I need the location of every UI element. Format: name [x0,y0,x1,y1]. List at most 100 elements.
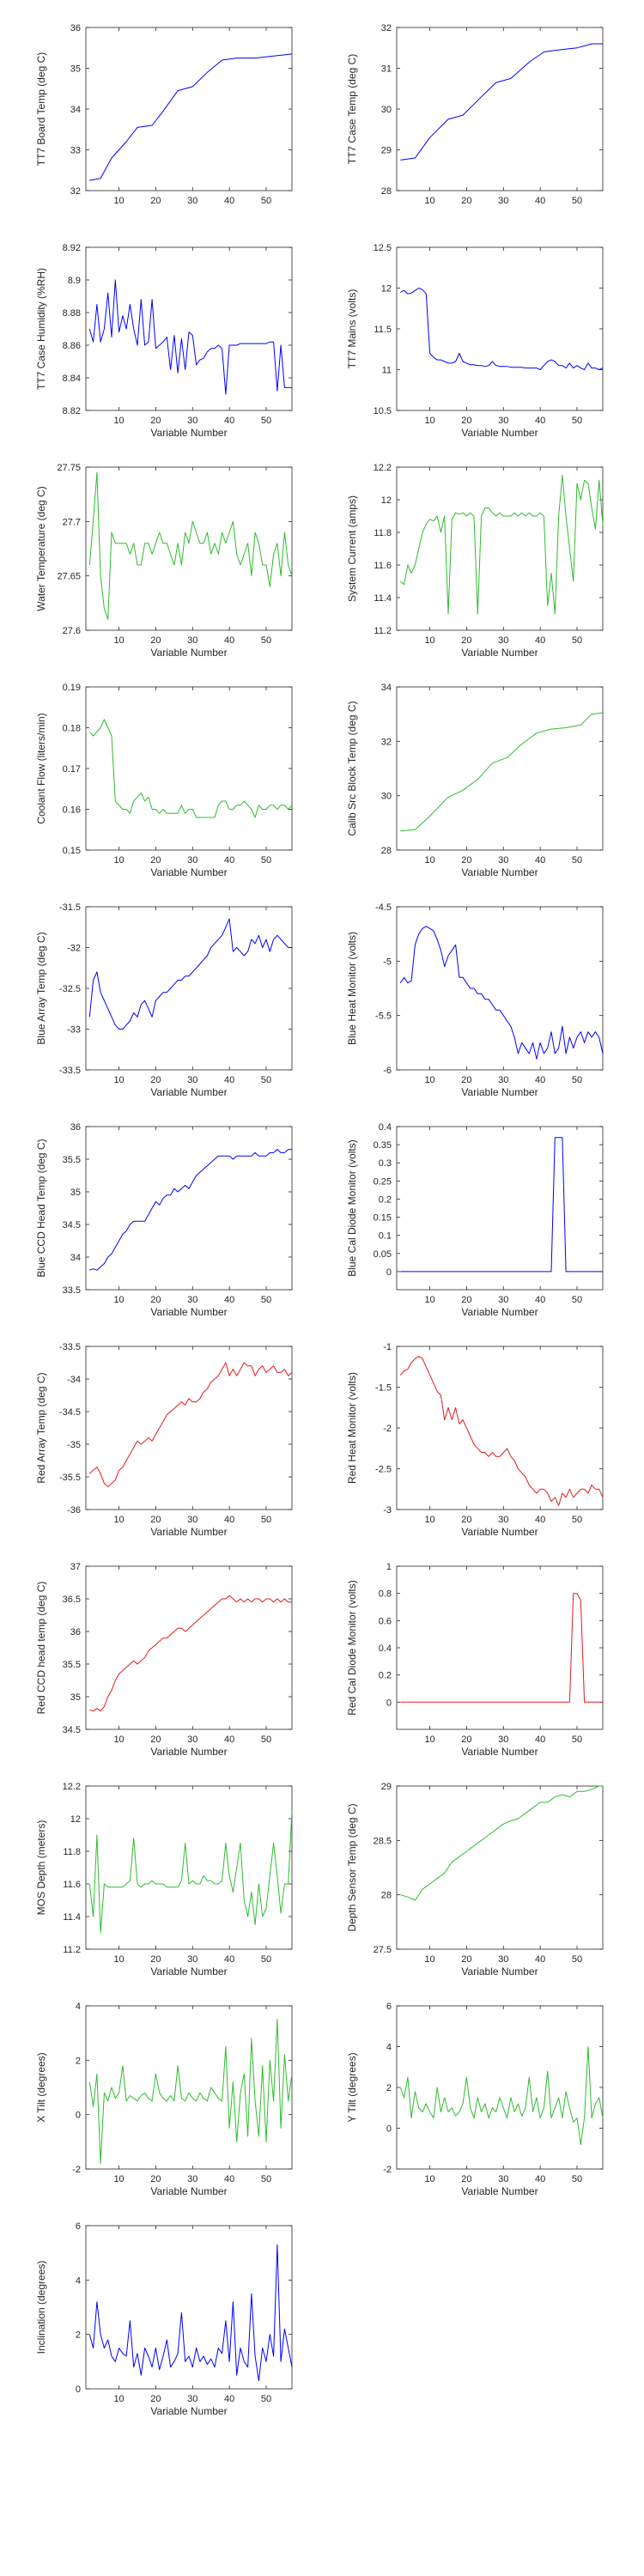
x-tick-label: 20 [150,196,161,206]
chart-12: 0 0.05 0.1 0.15 0.2 0.25 0.3 0.35 0.4 10 20 30 40 50 V… [346,1122,604,1318]
x-tick-label: 30 [498,416,508,426]
y-tick-label: 12.2 [63,1782,81,1792]
x-tick-label: 30 [187,855,197,866]
y-tick-label: 28 [381,186,392,197]
y-tick-label: 33.5 [63,1285,81,1296]
y-tick-label: -36 [67,1505,81,1516]
plot-frame [396,466,604,631]
y-tick-label: -35.5 [59,1473,81,1483]
x-tick-label: 10 [113,196,124,206]
x-tick-label: 30 [498,635,508,646]
x-tick-label: 20 [461,416,471,426]
chart-20: -2 0 2 4 6 10 20 30 40 50 Variable Number Y Tilt (d… [346,2002,604,2197]
y-tick-label: 0.1 [379,1231,392,1242]
y-axis-label: X Tilt (degrees) [35,2052,47,2122]
x-tick-label: 20 [461,2174,471,2184]
x-tick-label: 40 [224,635,234,646]
y-tick-label: 27.65 [57,572,81,582]
x-tick-label: 50 [572,1735,582,1745]
x-tick-label: 30 [187,635,197,646]
chart-14: -3 -2.5 -2 -1.5 -1 10 20 30 40 50 Variable Number R… [346,1342,604,1538]
y-tick-label: 0.15 [374,1213,392,1224]
x-tick-label: 20 [150,2174,161,2184]
x-tick-label: 20 [150,2394,161,2404]
x-tick-label: 10 [424,1735,434,1745]
y-tick-label: -1.5 [375,1383,392,1394]
series-line [88,279,292,395]
x-axis-label: Variable Number [461,1086,538,1098]
y-tick-label: 11.6 [63,1880,81,1890]
chart-19: -2 0 2 4 10 20 30 40 50 Variable Number X Tilt (de… [35,2002,293,2197]
plot-frame [85,466,293,631]
chart-17: 11.2 11.4 11.6 11.8 12 12.2 10 20 30 40 50 Variable… [35,1782,293,1978]
y-axis-label: Water Temperature (deg C) [35,486,47,611]
series-line [399,2046,604,2145]
y-axis-label: TT7 Case Humidity (%RH) [35,268,47,390]
x-tick-label: 10 [424,1954,434,1965]
plot-frame [396,246,604,411]
x-tick-label: 10 [113,1954,124,1965]
x-tick-label: 50 [572,2174,582,2184]
y-tick-label: 35 [70,1188,81,1198]
series-line [88,1362,293,1487]
x-tick-label: 40 [224,2394,234,2404]
series-line [399,1355,604,1506]
y-axis-label: TT7 Board Temp (deg C) [35,52,47,167]
x-tick-label: 40 [535,416,545,426]
x-tick-label: 30 [498,2174,508,2184]
y-tick-label: 8.86 [63,341,81,351]
series-line [88,2019,293,2165]
x-tick-label: 40 [224,1954,234,1965]
x-tick-label: 10 [113,1075,124,1085]
x-tick-label: 30 [498,1735,508,1745]
x-tick-label: 40 [535,1954,545,1965]
y-axis-label: Blue CCD Head Temp (deg C) [35,1139,47,1277]
x-tick-label: 30 [187,196,197,206]
y-tick-label: 8.9 [68,276,81,286]
y-tick-label: 0.17 [63,764,81,775]
x-axis-label: Variable Number [150,1526,227,1538]
x-axis-label: Variable Number [150,1306,227,1318]
y-tick-label: 35 [70,1692,81,1703]
y-tick-label: 36 [70,1122,81,1133]
y-tick-label: -2.5 [375,1465,392,1475]
x-tick-label: 20 [461,1735,471,1745]
x-tick-label: 30 [187,416,197,426]
y-tick-label: 36 [70,23,81,33]
plot-frame [85,1785,293,1950]
y-tick-label: 31 [381,64,392,75]
x-axis-label: Variable Number [461,1526,538,1538]
x-tick-label: 50 [261,1075,271,1085]
x-tick-label: 20 [461,1295,471,1305]
chart-7: 0.15 0.16 0.17 0.18 0.19 10 20 30 40 50 Variable N… [35,683,293,878]
y-tick-label: 0.4 [379,1122,392,1133]
y-tick-label: 27.6 [63,626,81,636]
y-axis-label: Blue Cal Diode Monitor (volts) [346,1139,358,1276]
y-tick-label: 6 [386,2002,392,2012]
y-tick-label: 2 [76,2330,81,2341]
y-tick-label: 0 [386,1698,392,1708]
y-axis-label: Inclination (degrees) [35,2261,47,2354]
y-tick-label: -3 [383,1505,392,1516]
y-tick-label: -34 [67,1375,81,1385]
x-tick-label: 50 [261,1295,271,1305]
chart-13: -36 -35.5 -35 -34.5 -34 -33.5 10 20 30 40 50 Variab… [35,1342,293,1538]
x-tick-label: 40 [535,196,545,206]
x-tick-label: 50 [572,635,582,646]
x-axis-label: Variable Number [461,1746,538,1758]
y-tick-label: 1 [386,1562,392,1572]
x-tick-label: 50 [572,1295,582,1305]
x-tick-label: 10 [424,1515,434,1525]
series-line [400,712,604,832]
y-tick-label: 6 [76,2221,81,2232]
y-axis-label: Blue Array Temp (deg C) [35,932,47,1044]
x-tick-label: 50 [261,635,271,646]
chart-6: 11.2 11.4 11.6 11.8 12 12.2 10 20 30 40 50 Variable… [346,463,604,659]
y-tick-label: 10.5 [374,406,392,416]
y-tick-label: 32 [70,186,81,197]
series-line [88,471,293,620]
y-tick-label: 0.05 [374,1249,392,1260]
y-tick-label: 8.84 [63,374,81,384]
y-axis-label: Red Cal Diode Monitor (volts) [346,1580,358,1715]
y-axis-label: Blue Heat Monitor (volts) [346,932,358,1045]
